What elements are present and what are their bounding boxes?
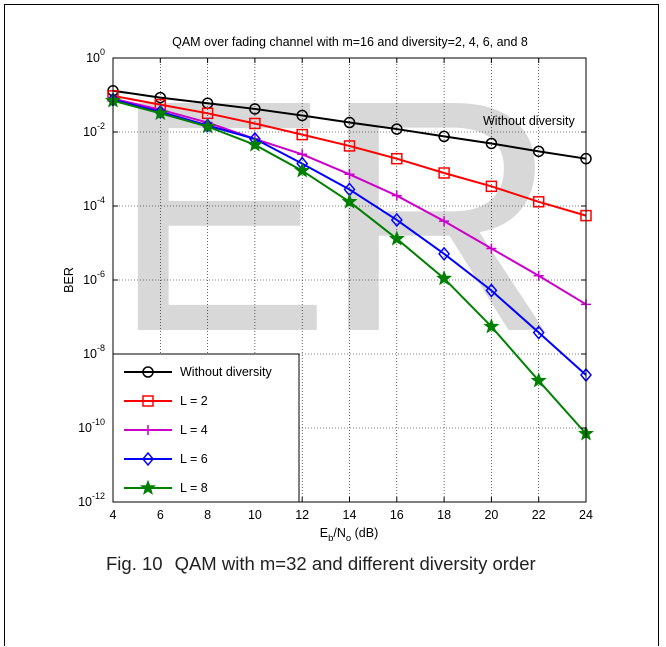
ticks: 4 6 8 10 12 14 16 18 20 22 24 100 10-2 10-4 10-6 10-8 10…	[78, 47, 593, 522]
caption-figure-number: Fig. 10	[106, 553, 163, 574]
y-tick-label: 10-6	[83, 269, 105, 287]
figure-frame	[4, 4, 659, 646]
data-point-l-8	[436, 270, 453, 286]
data-point-without-diversity	[391, 123, 403, 135]
data-point-without-diversity	[249, 103, 261, 115]
data-point-l-2	[532, 196, 545, 208]
series-line-without-diversity	[112, 89, 587, 160]
data-point-l-2	[249, 117, 261, 130]
data-point-without-diversity	[343, 116, 356, 129]
legend-marker	[139, 479, 157, 495]
x-tick-label: 6	[157, 508, 164, 522]
data-point-l-2	[485, 180, 498, 193]
legend-item-l-4: L = 4	[124, 423, 208, 437]
data-point-l-8	[152, 104, 169, 121]
x-tick-label: 10	[248, 508, 262, 522]
x-tick-label: 12	[295, 508, 309, 522]
series-l-6	[107, 92, 592, 383]
data-point-l-4	[486, 243, 497, 254]
legend-label: L = 8	[180, 481, 208, 495]
figure-caption: Fig. 10 QAM with m=32 and different diver…	[106, 551, 606, 576]
data-point-l-6	[485, 283, 498, 298]
x-axis-label: Eb/No (dB)	[320, 526, 379, 544]
data-point-l-4	[391, 190, 402, 201]
data-point-l-2	[296, 128, 308, 141]
data-point-l-8	[294, 162, 311, 178]
data-point-l-6	[532, 325, 545, 340]
data-point-l-4	[439, 216, 450, 227]
data-point-l-2	[391, 152, 403, 165]
data-point-l-8	[388, 230, 405, 246]
legend-marker	[143, 425, 153, 435]
y-tick-label: 100	[86, 47, 105, 65]
caption-text: QAM with m=32 and different diversity or…	[174, 553, 536, 574]
legend-item-l-8: L = 8	[124, 479, 208, 495]
chart-title: QAM over fading channel with m=16 and di…	[172, 35, 528, 49]
x-tick-label: 20	[484, 508, 498, 522]
y-tick-label: 10-4	[83, 195, 105, 213]
legend-item-l-6: L = 6	[124, 451, 208, 467]
data-point-l-8	[199, 118, 216, 134]
legend-label: L = 6	[180, 452, 208, 466]
legend-label: Without diversity	[180, 365, 272, 379]
data-point-l-4	[344, 169, 355, 180]
data-point-l-8	[483, 318, 500, 334]
y-tick-label: 10-2	[83, 121, 105, 139]
legend-marker	[142, 395, 154, 407]
legend: Without diversity L = 2 L = 4 L = 6 L = 8	[112, 353, 300, 503]
x-tick-label: 18	[437, 508, 451, 522]
x-tick-label: 14	[343, 508, 357, 522]
data-point-l-2	[343, 140, 356, 152]
data-point-without-diversity	[532, 145, 545, 158]
data-point-l-8	[530, 372, 547, 388]
legend-box	[112, 353, 300, 503]
data-point-l-8	[341, 193, 358, 209]
data-point-l-4	[533, 270, 544, 281]
data-point-without-diversity	[154, 91, 167, 104]
y-tick-label: 10-10	[78, 417, 105, 435]
data-point-l-6	[438, 246, 451, 261]
watermark: ER	[111, 31, 549, 400]
data-point-without-diversity	[438, 130, 450, 143]
x-tick-label: 4	[110, 508, 117, 522]
x-tick-label: 24	[579, 508, 593, 522]
data-point-l-2	[438, 167, 450, 179]
y-tick-label: 10-12	[78, 491, 105, 509]
legend-label: L = 2	[180, 394, 208, 408]
legend-marker	[142, 366, 154, 378]
x-tick-label: 8	[204, 508, 211, 522]
legend-label: L = 4	[180, 423, 208, 437]
data-point-l-6	[390, 212, 403, 228]
y-axis-label: BER	[62, 267, 76, 293]
legend-item-without-diversity: Without diversity	[124, 365, 272, 379]
legend-marker	[142, 451, 154, 467]
data-point-l-6	[201, 118, 214, 133]
series-line-l-6	[112, 98, 587, 376]
data-point-without-diversity	[296, 109, 308, 122]
ber-chart: ER 4 6 8 10 12 14 16 18 20 22 24 100 10-2 10-4 10-6 10-…	[62, 31, 595, 544]
x-tick-label: 22	[532, 508, 546, 522]
data-point-l-8	[246, 136, 263, 152]
annotation-without-diversity: Without diversity	[483, 114, 575, 128]
series-line-l-2	[112, 94, 587, 217]
y-tick-label: 10-8	[83, 343, 105, 361]
legend-item-l-2: L = 2	[124, 394, 208, 408]
data-point-l-6	[154, 104, 167, 120]
series-l-2	[107, 90, 592, 222]
data-point-without-diversity	[485, 137, 498, 150]
x-tick-label: 16	[390, 508, 404, 522]
